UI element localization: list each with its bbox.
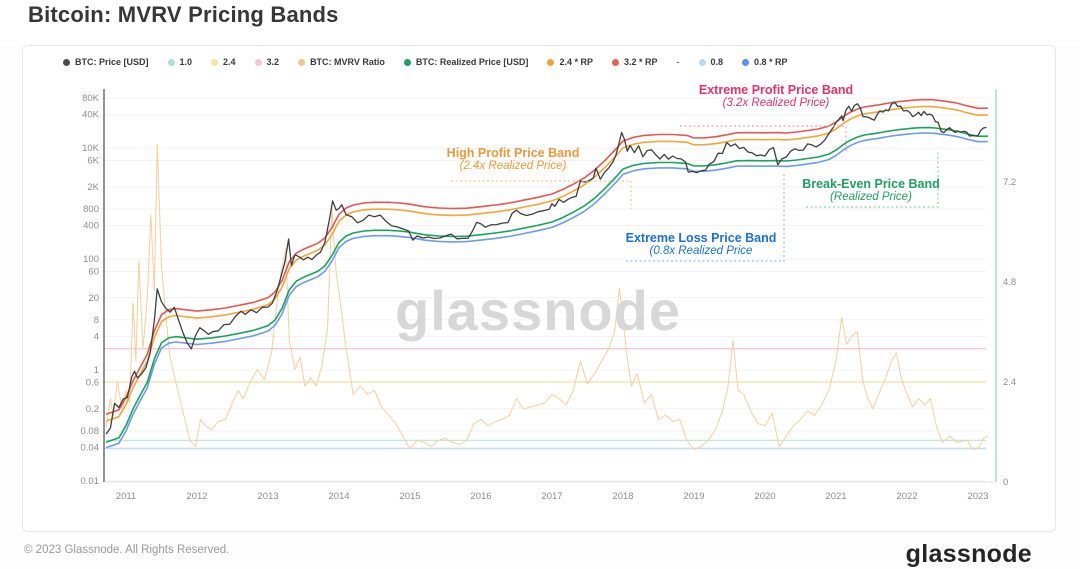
page-title: Bitcoin: MVRV Pricing Bands: [28, 2, 339, 27]
copyright-text: © 2023 Glassnode. All Rights Reserved.: [24, 544, 230, 556]
legend-item-4[interactable]: BTC: MVRV Ratio: [298, 57, 385, 67]
y-axis-left-tick: 6K: [87, 155, 99, 166]
x-axis-tick: 2023: [967, 491, 988, 502]
annotation-connector-extreme_loss: [626, 173, 785, 262]
legend-item-1[interactable]: 1.0: [167, 57, 193, 67]
legend-dot: [298, 58, 306, 66]
legend-item-0[interactable]: BTC: Price [USD]: [63, 57, 149, 67]
x-axis-tick: 2016: [470, 491, 491, 502]
y-axis-left-tick: 0.08: [81, 426, 100, 437]
annotation-connector-extreme_profit: [680, 125, 847, 151]
y-axis-left-tick: 40K: [82, 110, 100, 121]
x-axis-tick: 2020: [754, 491, 775, 502]
y-axis-left-tick: 0.2: [86, 404, 99, 415]
y-axis-left-tick: 8: [94, 315, 99, 326]
series-0.8-rp: [105, 132, 988, 449]
series-3.2-rp: [105, 98, 988, 415]
y-axis-left-tick: 60: [88, 266, 99, 277]
page-header: Bitcoin: MVRV Pricing Bands: [0, 0, 1080, 45]
glassnode-logo: glassnode: [905, 540, 1032, 568]
series-btc-price-usd-: [105, 101, 987, 435]
y-axis-right-tick: 0: [1003, 477, 1008, 488]
legend-item-3[interactable]: 3.2: [254, 57, 280, 67]
x-axis-tick: 2022: [896, 491, 917, 502]
legend-label: BTC: Price [USD]: [75, 57, 149, 67]
legend-dot: [254, 58, 262, 66]
annotation-high-profit-band: High Profit Price Band (2.4x Realized Pr…: [447, 146, 580, 174]
legend-label: 2.4 * RP: [559, 57, 593, 67]
y-axis-left-tick: 80K: [82, 93, 100, 104]
legend-dot: [611, 58, 619, 66]
glassnode-watermark: glassnode: [395, 279, 681, 342]
legend-dot: [63, 58, 70, 66]
y-axis-left-tick: 0.04: [81, 443, 100, 454]
series-btc-mvrv-ratio: [105, 143, 989, 450]
y-axis-left-tick: 400: [83, 221, 99, 232]
y-axis-left-tick: 10K: [82, 143, 100, 154]
annotation-subtitle: (Realized Price): [830, 191, 912, 204]
annotation-connector-high_profit: [451, 180, 632, 209]
annotation-break-even-band: Break-Even Price Band (Realized Price): [802, 177, 940, 205]
annotation-title: High Profit Price Band: [446, 146, 580, 160]
legend-label: -: [676, 57, 680, 67]
x-axis-tick: 2012: [186, 491, 207, 502]
annotation-subtitle: (2.4x Realized Price): [459, 160, 567, 173]
page-footer: © 2023 Glassnode. All Rights Reserved. g…: [0, 532, 1080, 568]
legend-label: 3.2: [266, 57, 280, 67]
annotation-title: Extreme Loss Price Band: [625, 231, 777, 245]
y-axis-left-tick: 800: [83, 204, 99, 215]
annotation-extreme-profit-band: Extreme Profit Price Band (3.2x Realized…: [699, 83, 853, 111]
x-axis-tick: 2019: [683, 491, 704, 502]
legend-label: 2.4: [223, 57, 236, 67]
legend-item-7[interactable]: 3.2 * RP: [611, 57, 658, 67]
chart-legend: BTC: Price [USD] 1.0 2.4 3.2 BTC: MVRV Ratio…: [63, 57, 1035, 67]
legend-dot: [742, 58, 750, 66]
legend-label: 1.0: [179, 57, 193, 67]
x-axis-tick: 2014: [328, 491, 349, 502]
y-axis-left-tick: 100: [83, 254, 99, 265]
legend-item-8[interactable]: -: [677, 57, 680, 67]
x-axis-tick: 2011: [116, 491, 136, 502]
annotation-extreme-loss-band: Extreme Loss Price Band (0.8x Realized P…: [626, 231, 777, 259]
y-axis-left-tick: 0.6: [86, 377, 99, 388]
annotation-title: Extreme Profit Price Band: [698, 83, 854, 97]
y-axis-left-tick: 0.01: [81, 476, 100, 487]
legend-dot: [167, 58, 175, 66]
annotation-connector-break_even: [806, 152, 939, 208]
y-axis-right-tick: 7.2: [1003, 177, 1016, 188]
annotation-title: Break-Even Price Band: [802, 177, 940, 191]
x-axis-tick: 2017: [541, 491, 562, 502]
legend-dot: [547, 58, 555, 66]
legend-item-9[interactable]: 0.8: [698, 57, 724, 67]
legend-label: 3.2 * RP: [623, 57, 658, 67]
x-axis-tick: 2021: [825, 491, 846, 502]
legend-label: 0.8 * RP: [754, 57, 788, 67]
y-axis-left-tick: 4: [94, 332, 99, 343]
y-axis-left-tick: 20: [88, 293, 99, 304]
legend-label: BTC: MVRV Ratio: [310, 57, 385, 67]
y-axis-left-tick: 2K: [87, 182, 99, 193]
legend-label: BTC: Realized Price [USD]: [415, 57, 529, 67]
legend-label: 0.8: [710, 57, 724, 67]
legend-item-10[interactable]: 0.8 * RP: [742, 57, 788, 67]
chart-card: 80K 40K 10K 6K 2K 800 400 100 60 20 8 4 1 0.6 0.2 0.08 0…: [22, 45, 1056, 532]
x-axis-tick: 2013: [257, 491, 278, 502]
x-axis-tick: 2018: [612, 491, 633, 502]
legend-item-2[interactable]: 2.4: [211, 57, 236, 67]
series-btc-realized-price-usd-: [105, 126, 988, 443]
annotation-subtitle: (3.2x Realized Price): [722, 97, 830, 110]
y-axis-left-tick: 1: [94, 365, 99, 376]
annotation-subtitle: (0.8x Realized Price: [649, 245, 753, 258]
x-axis-tick: 2015: [399, 491, 420, 502]
legend-item-6[interactable]: 2.4 * RP: [547, 57, 593, 67]
legend-dot: [698, 58, 706, 66]
chart-plot-area[interactable]: 80K 40K 10K 6K 2K 800 400 100 60 20 8 4 1 0.6 0.2 0.08 0…: [23, 46, 1055, 531]
y-axis-right-tick: 2.4: [1003, 377, 1016, 388]
legend-dot: [211, 58, 219, 66]
y-axis-right-tick: 4.8: [1003, 277, 1016, 288]
legend-item-5[interactable]: BTC: Realized Price [USD]: [403, 57, 529, 67]
legend-dot: [403, 58, 411, 66]
